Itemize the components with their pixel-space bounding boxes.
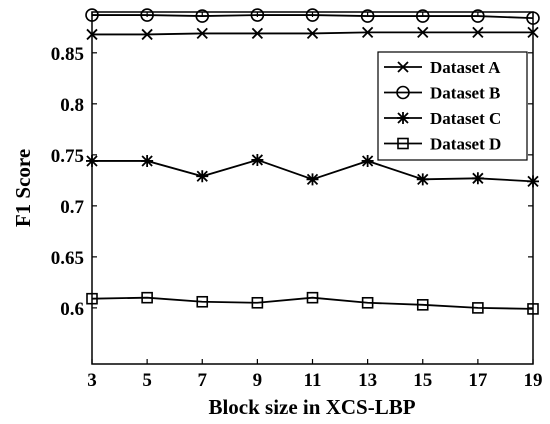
legend-marker — [397, 137, 409, 150]
data-point-dataset-b — [415, 9, 430, 23]
x-tick-label: 5 — [142, 370, 152, 391]
data-point-dataset-b — [250, 8, 265, 22]
legend-label: Dataset C — [430, 109, 501, 128]
data-point-dataset-a — [251, 27, 264, 40]
data-point-dataset-d — [527, 303, 539, 315]
y-axis-ticks: 0.6 0.65 0.7 0.75 0.8 0.85 — [51, 44, 533, 320]
y-tick-label: 0.8 — [60, 95, 84, 116]
legend-item-dataset-c: Dataset C — [384, 109, 501, 128]
data-point-dataset-d — [416, 299, 429, 311]
y-tick-label: 0.6 — [60, 299, 84, 320]
series-layer — [85, 8, 540, 315]
data-point-dataset-a — [306, 27, 319, 40]
x-tick-label: 11 — [304, 370, 322, 391]
data-point-dataset-d — [251, 296, 264, 309]
data-point-dataset-c — [527, 175, 539, 188]
y-tick-label: 0.75 — [51, 146, 84, 167]
data-point-dataset-b — [305, 8, 320, 22]
series-dataset-d — [86, 291, 539, 315]
data-point-dataset-c — [361, 154, 374, 167]
data-point-dataset-b — [140, 8, 154, 22]
data-point-dataset-d — [472, 302, 484, 314]
series-line-dataset-d — [91, 296, 534, 310]
x-tick-label: 9 — [253, 370, 263, 391]
data-point-dataset-a — [417, 26, 429, 39]
data-point-dataset-a — [86, 28, 98, 41]
legend-marker — [396, 85, 410, 100]
data-point-dataset-a — [361, 26, 374, 39]
data-point-dataset-c — [471, 172, 484, 185]
legend-label: Dataset D — [430, 135, 501, 154]
legend-box — [377, 51, 528, 161]
legend: Dataset A Dataset B Dataset C Dataset D — [377, 51, 528, 161]
legend-marker — [397, 112, 409, 124]
y-axis-label: F1 Score — [11, 149, 35, 227]
x-tick-label: 3 — [87, 370, 97, 391]
legend-item-dataset-b: Dataset B — [384, 84, 500, 103]
legend-item-dataset-a: Dataset A — [384, 58, 501, 77]
data-point-dataset-d — [196, 295, 209, 308]
data-point-dataset-d — [86, 292, 98, 305]
data-point-dataset-d — [141, 291, 153, 304]
series-line-dataset-b — [92, 14, 534, 20]
data-point-dataset-b — [195, 9, 210, 23]
y-tick-label: 0.65 — [51, 248, 84, 269]
series-dataset-c — [86, 153, 539, 188]
data-point-dataset-d — [361, 296, 374, 309]
data-point-dataset-a — [527, 26, 539, 39]
legend-item-dataset-d: Dataset D — [384, 135, 501, 154]
data-point-dataset-c — [306, 173, 319, 186]
y-tick-label: 0.85 — [51, 44, 84, 65]
x-tick-label: 7 — [198, 370, 208, 391]
x-axis-label: Block size in XCS-LBP — [208, 395, 415, 419]
data-point-dataset-c — [196, 170, 209, 183]
data-point-dataset-b — [471, 9, 485, 23]
legend-label: Dataset A — [430, 58, 501, 77]
legend-label: Dataset B — [430, 84, 500, 103]
data-point-dataset-c — [416, 173, 429, 186]
y-tick-label: 0.7 — [60, 197, 84, 218]
x-tick-label: 15 — [413, 370, 432, 391]
data-point-dataset-d — [306, 291, 319, 304]
data-point-dataset-b — [85, 8, 99, 22]
data-point-dataset-c — [141, 154, 154, 167]
data-point-dataset-c — [251, 153, 264, 166]
data-point-dataset-a — [196, 27, 208, 40]
data-point-dataset-c — [86, 154, 98, 167]
series-dataset-a — [86, 26, 539, 41]
x-tick-label: 17 — [468, 370, 488, 391]
x-tick-label: 19 — [524, 370, 543, 391]
x-tick-label: 13 — [358, 370, 377, 391]
data-point-dataset-b — [526, 11, 540, 25]
data-point-dataset-a — [472, 26, 484, 39]
data-point-dataset-b — [360, 9, 375, 23]
data-point-dataset-a — [141, 28, 153, 41]
series-dataset-b — [85, 8, 540, 25]
legend-marker — [397, 61, 409, 73]
